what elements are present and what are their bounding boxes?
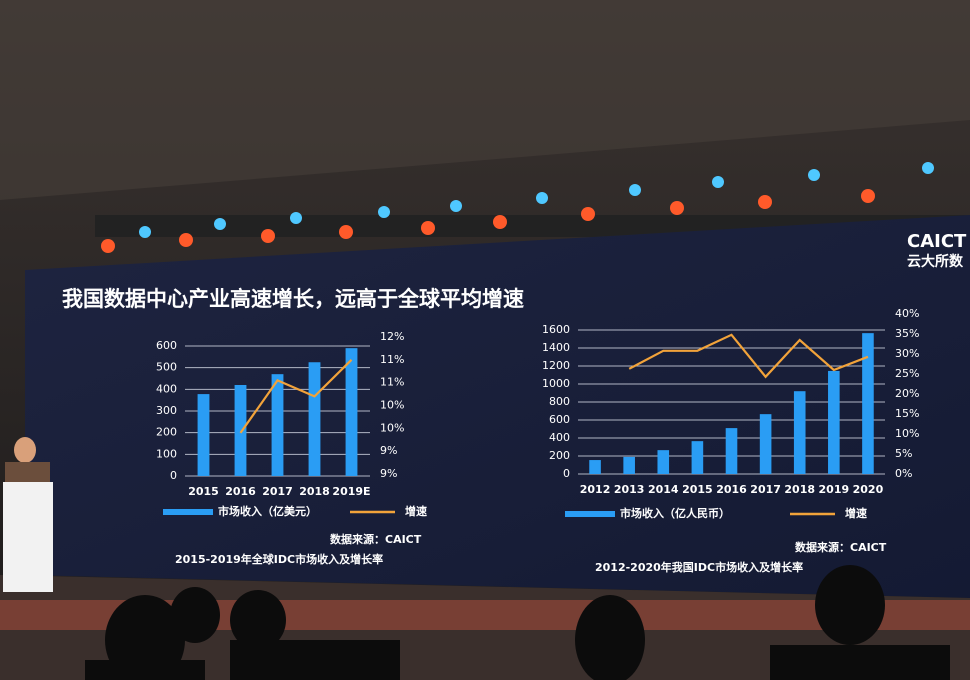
growth-line	[239, 359, 353, 434]
y2-tick-label: 30%	[895, 347, 919, 360]
y2-tick-label: 11%	[380, 376, 404, 389]
bar	[589, 460, 601, 474]
x-tick-label: 2013	[614, 483, 645, 496]
logo-sub: 云大所数	[907, 253, 964, 270]
y-tick-label: 800	[549, 395, 570, 408]
y-tick-label: 0	[563, 467, 570, 480]
bar	[234, 385, 247, 476]
y2-tick-label: 40%	[895, 307, 919, 320]
y-tick-label: 400	[549, 431, 570, 444]
x-tick-label: 2016	[225, 485, 256, 498]
y-tick-label: 500	[156, 361, 177, 374]
y2-tick-label: 5%	[895, 447, 912, 460]
bar	[828, 370, 840, 474]
legend-label: 市场收入（亿美元）	[218, 504, 317, 518]
x-tick-label: 2020	[853, 483, 884, 496]
legend-swatch	[565, 511, 615, 517]
x-tick-label: 2019	[819, 483, 850, 496]
x-tick-label: 2016	[716, 483, 747, 496]
x-tick-label: 2017	[262, 485, 293, 498]
x-tick-label: 2017	[750, 483, 781, 496]
y-tick-label: 600	[156, 339, 177, 352]
bar	[725, 428, 738, 474]
y2-tick-label: 25%	[895, 367, 919, 380]
y-tick-label: 400	[156, 382, 177, 395]
y-tick-label: 200	[156, 426, 177, 439]
bar	[197, 394, 210, 476]
y-tick-label: 600	[549, 413, 570, 426]
legend-label: 增速	[845, 506, 867, 520]
x-tick-label: 2018	[299, 485, 330, 498]
y2-tick-label: 10%	[895, 427, 919, 440]
y2-tick-label: 11%	[380, 353, 404, 366]
x-tick-label: 2015	[188, 485, 219, 498]
y-tick-label: 300	[156, 404, 177, 417]
bar	[862, 333, 874, 474]
ceiling-panel	[0, 0, 970, 200]
chart-caption: 2012-2020年我国IDC市场收入及增长率	[595, 560, 803, 574]
x-tick-label: 2019E	[332, 485, 370, 498]
y2-tick-label: 20%	[895, 387, 919, 400]
x-tick-label: 2018	[784, 483, 815, 496]
source-note: 数据来源：CAICT	[330, 532, 422, 546]
bar	[793, 391, 806, 474]
audience	[85, 565, 950, 680]
x-tick-label: 2014	[648, 483, 679, 496]
y2-tick-label: 9%	[380, 444, 397, 457]
y2-tick-label: 35%	[895, 327, 919, 340]
chart-caption: 2015-2019年全球IDC市场收入及增长率	[175, 552, 383, 566]
source-note: 数据来源：CAICT	[795, 540, 887, 554]
y-tick-label: 200	[549, 449, 570, 462]
y-tick-label: 100	[156, 447, 177, 460]
y-tick-label: 1000	[542, 377, 570, 390]
stage-lights	[101, 162, 934, 253]
y2-tick-label: 12%	[380, 330, 404, 343]
growth-line	[628, 333, 869, 379]
y-tick-label: 1200	[542, 359, 570, 372]
bar	[271, 374, 284, 476]
legend-label: 增速	[405, 504, 427, 518]
y2-tick-label: 9%	[380, 467, 397, 480]
y-tick-label: 1400	[542, 341, 570, 354]
speaker	[3, 437, 53, 592]
bar	[691, 441, 704, 474]
legend-label: 市场收入（亿人民币）	[620, 506, 730, 520]
bar	[345, 348, 358, 476]
y-tick-label: 0	[170, 469, 177, 482]
slide-screen	[25, 215, 970, 598]
bar	[623, 456, 635, 474]
logo: CAICT	[907, 231, 967, 252]
slide-title: 我国数据中心产业高速增长，远高于全球平均增速	[62, 287, 524, 311]
y2-tick-label: 10%	[380, 399, 404, 412]
y2-tick-label: 0%	[895, 467, 912, 480]
x-tick-label: 2015	[682, 483, 713, 496]
y-tick-label: 1600	[542, 323, 570, 336]
bar	[759, 414, 772, 474]
bar	[308, 362, 321, 476]
y2-tick-label: 15%	[895, 407, 919, 420]
bar	[657, 450, 670, 474]
x-tick-label: 2012	[580, 483, 611, 496]
legend-swatch	[163, 509, 213, 515]
y2-tick-label: 10%	[380, 421, 404, 434]
